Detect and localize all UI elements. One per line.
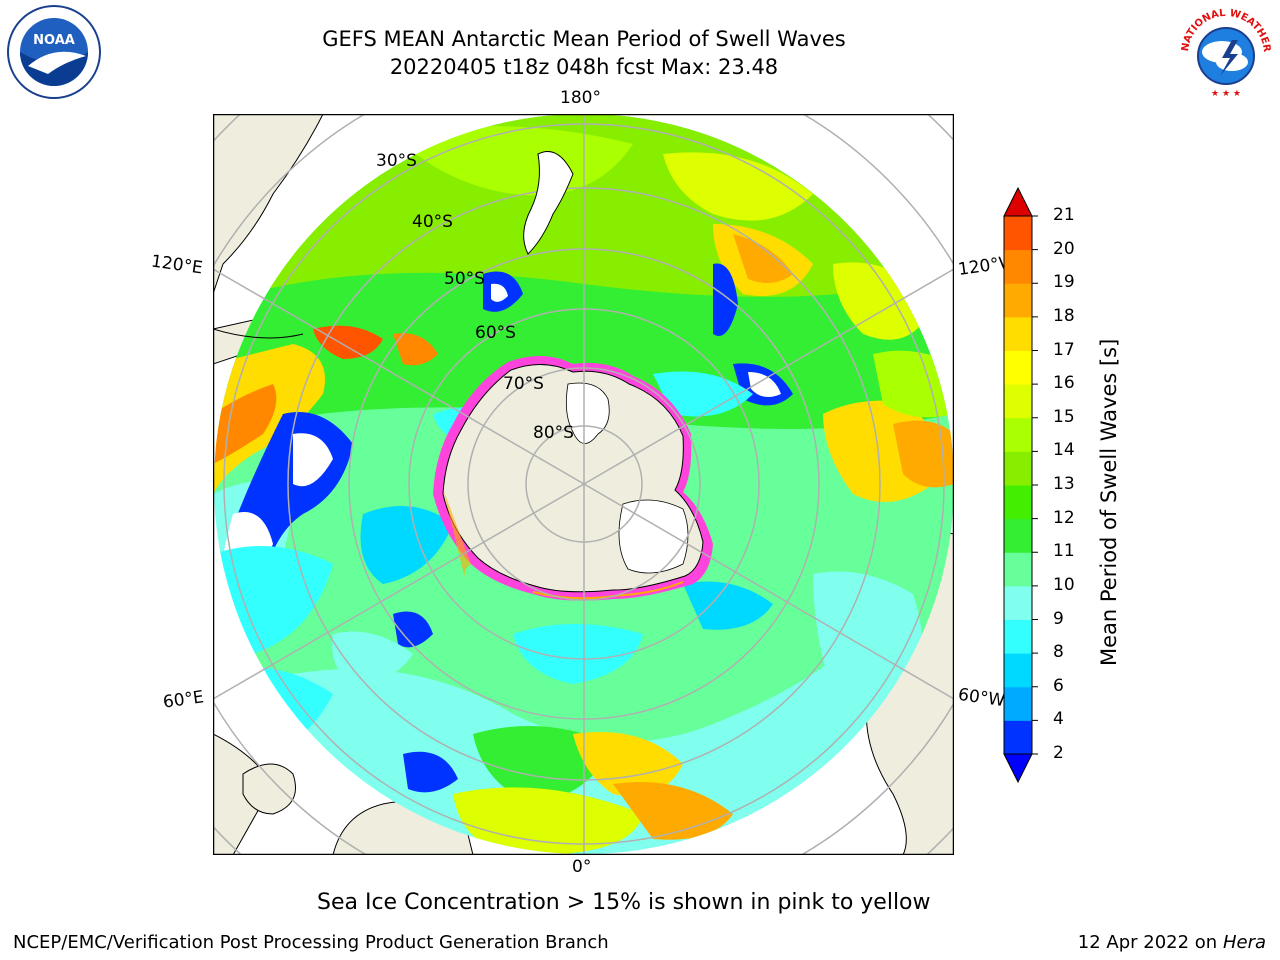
colorbar [1003, 186, 1038, 784]
lon-label-120e: 120°E [149, 251, 204, 279]
colorbar-segment [1004, 686, 1032, 721]
colorbar-segment [1004, 485, 1032, 520]
colorbar-segment [1004, 720, 1032, 755]
colorbar-segment [1004, 316, 1032, 351]
lat-label-50s: 50°S [444, 269, 485, 289]
lat-label-70s: 70°S [503, 374, 544, 394]
colorbar-tick-label: 18 [1053, 305, 1075, 326]
colorbar-tick-label: 8 [1053, 642, 1064, 663]
colorbar-label: Mean Period of Swell Waves [s] [1097, 338, 1121, 666]
nws-logo: NATIONAL WEATHER SERVICE ★ ★ ★ [1176, 4, 1272, 100]
colorbar-tick-label: 17 [1053, 339, 1075, 360]
lat-label-30s: 30°S [376, 151, 417, 171]
svg-text:NOAA: NOAA [33, 33, 75, 48]
graticule [213, 114, 954, 855]
colorbar-tick-label: 14 [1053, 440, 1075, 461]
map-frame [213, 114, 954, 855]
colorbar-segment [1004, 451, 1032, 486]
colorbar-tick-label: 21 [1053, 205, 1075, 225]
lat-label-80s: 80°S [533, 423, 574, 443]
lon-label-60e: 60°E [161, 687, 206, 713]
producer-credit: NCEP/EMC/Verification Post Processing Pr… [13, 932, 609, 953]
colorbar-tick-label: 4 [1053, 709, 1064, 730]
lat-label-40s: 40°S [412, 212, 453, 232]
colorbar-tick-label: 16 [1053, 373, 1075, 394]
colorbar-segment [1004, 518, 1032, 553]
lon-label-0: 0° [572, 857, 592, 877]
lon-label-60w: 60°W [956, 684, 1007, 712]
colorbar-tick-label: 2 [1053, 743, 1064, 763]
colorbar-tick-label: 13 [1053, 474, 1075, 494]
colorbar-tick-label: 12 [1053, 507, 1075, 528]
colorbar-segment [1004, 619, 1032, 654]
run-date: 12 Apr 2022 on Hera [1077, 932, 1266, 953]
colorbar-under-arrow [1003, 753, 1033, 784]
colorbar-tick-label: 11 [1053, 541, 1075, 562]
colorbar-segment [1004, 249, 1032, 284]
colorbar-segment [1004, 216, 1032, 251]
svg-text:★ ★ ★: ★ ★ ★ [1211, 89, 1241, 99]
polar-map [213, 114, 954, 855]
colorbar-segment [1004, 585, 1032, 620]
colorbar-tick-label: 20 [1053, 238, 1075, 259]
colorbar-tick-label: 9 [1053, 608, 1064, 629]
colorbar-tick-label: 6 [1053, 675, 1064, 696]
colorbar-segment [1004, 417, 1032, 452]
colorbar-tick-label: 19 [1053, 272, 1075, 293]
coastlines [213, 151, 574, 339]
lon-label-180: 180° [560, 88, 601, 108]
colorbar-segment [1004, 552, 1032, 587]
map-subtitle: 20220405 t18z 048h fcst Max: 23.48 [389, 55, 779, 79]
colorbar-segment [1004, 283, 1032, 318]
colorbar-over-arrow [1003, 186, 1033, 217]
colorbar-tick-label: 15 [1053, 406, 1075, 427]
colorbar-segment [1004, 384, 1032, 419]
colorbar-segment [1004, 653, 1032, 688]
sea-ice-caption: Sea Ice Concentration > 15% is shown in … [317, 890, 931, 915]
map-title: GEFS MEAN Antarctic Mean Period of Swell… [322, 27, 846, 51]
lat-label-60s: 60°S [475, 323, 516, 343]
noaa-logo: NOAA [7, 5, 101, 99]
colorbar-segment [1004, 350, 1032, 385]
colorbar-tick-label: 10 [1053, 574, 1075, 595]
